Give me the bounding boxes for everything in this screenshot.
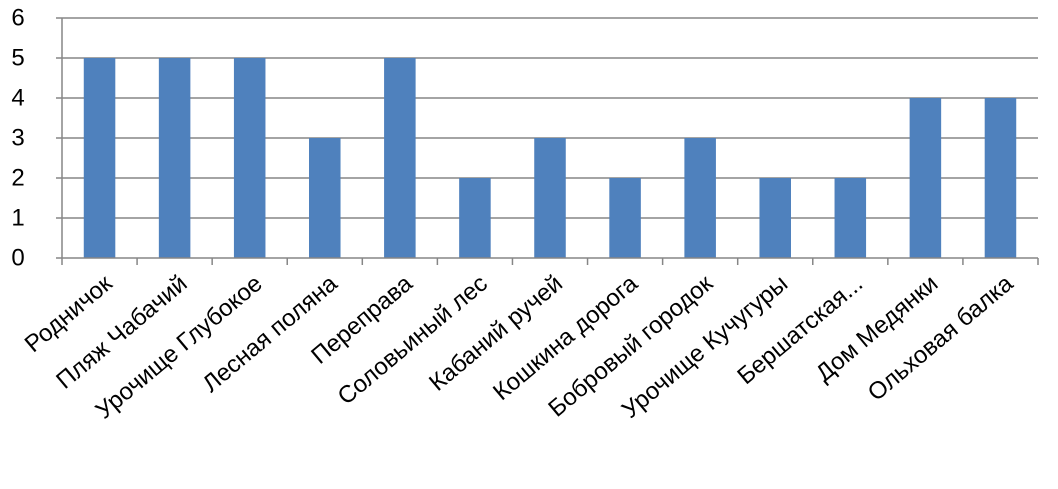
bars [83, 58, 1017, 258]
bar-4 [309, 138, 341, 258]
bar-10 [759, 178, 791, 258]
y-tick-label: 5 [11, 45, 24, 72]
x-tick-label: Лесная поляна [198, 269, 344, 397]
x-tick-label: Пляж Чабачий [51, 270, 192, 395]
bar-2 [158, 58, 191, 258]
bar-12 [909, 98, 942, 258]
bar-6 [459, 178, 491, 258]
axes [56, 17, 1039, 265]
bar-3 [233, 58, 266, 258]
y-tick-label: 0 [11, 245, 24, 272]
y-tick-labels: 0 1 2 3 4 5 6 [11, 5, 24, 272]
bar-13 [984, 98, 1017, 258]
y-tick-label: 1 [11, 205, 24, 232]
x-tick-label: Бершатская... [732, 270, 868, 390]
bar-5 [384, 58, 416, 258]
y-tick-label: 6 [11, 5, 24, 32]
bar-8 [609, 178, 641, 258]
bar-9 [684, 138, 716, 258]
y-tick-label: 3 [11, 125, 24, 152]
bar-11 [834, 178, 867, 258]
y-tick-label: 4 [11, 85, 24, 112]
bar-7 [534, 138, 566, 258]
bar-1 [83, 58, 116, 258]
y-tick-label: 2 [11, 165, 24, 192]
